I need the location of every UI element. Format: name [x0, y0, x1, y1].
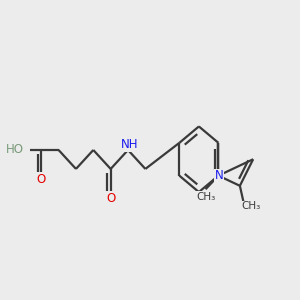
Text: CH₃: CH₃: [241, 201, 260, 211]
Text: O: O: [106, 192, 115, 205]
Text: O: O: [37, 173, 46, 186]
Text: N: N: [215, 169, 224, 182]
Text: NH: NH: [120, 139, 138, 152]
Text: HO: HO: [6, 143, 24, 157]
Text: CH₃: CH₃: [196, 192, 215, 202]
